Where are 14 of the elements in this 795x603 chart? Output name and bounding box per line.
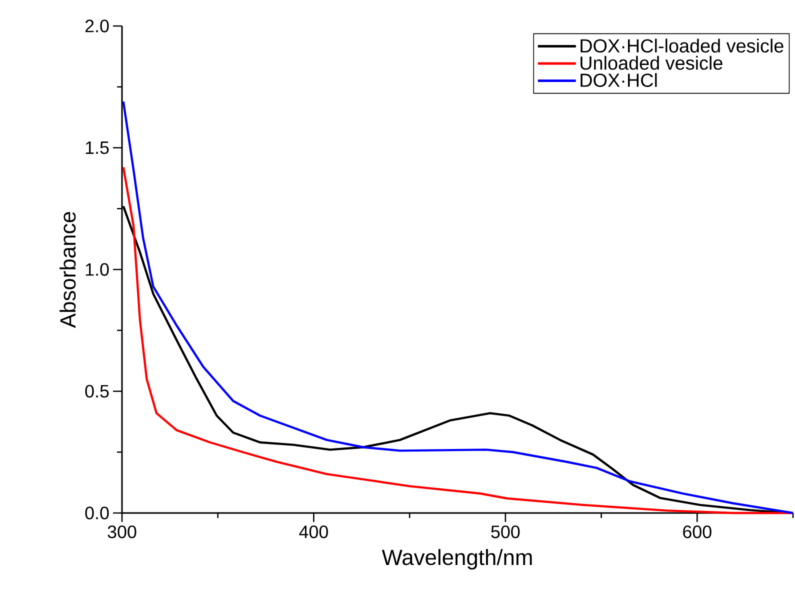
x-tick-label: 300	[108, 526, 136, 538]
x-axis-title: Wavelength/nm	[382, 549, 532, 570]
x-tick-label: 400	[299, 526, 328, 538]
x-tick-label: 600	[683, 526, 712, 538]
y-tick-label: 1.0	[86, 263, 109, 276]
y-tick-label: 1.5	[86, 141, 109, 154]
y-axis-title: Absorbance	[60, 212, 76, 328]
legend-label: Unloaded vesicle	[580, 56, 722, 70]
legend-label: DOX·HCl-loaded vesicle	[580, 38, 784, 53]
legend-label: DOX·HCl	[580, 73, 657, 87]
y-tick-label: 0.0	[85, 506, 109, 520]
y-tick-label: 0.5	[85, 384, 109, 398]
y-tick-label: 2.0	[85, 20, 109, 32]
x-tick-label: 500	[491, 526, 520, 538]
